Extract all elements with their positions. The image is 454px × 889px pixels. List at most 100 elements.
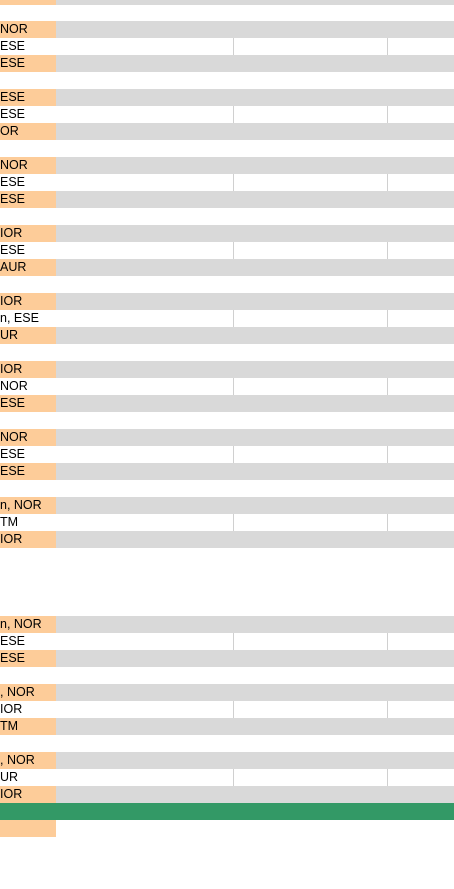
cell-a[interactable]: ESE: [0, 395, 56, 412]
table-row[interactable]: [0, 0, 454, 5]
table-row[interactable]: NOR: [0, 378, 454, 395]
cell-text: AUR: [0, 260, 27, 274]
column-gridline: [387, 378, 388, 395]
table-row[interactable]: n, NOR: [0, 497, 454, 514]
cell-a[interactable]: , NOR: [0, 684, 56, 701]
cell-a[interactable]: ESE: [0, 55, 56, 72]
cell-text: ESE: [0, 396, 26, 410]
cell-a[interactable]: UR: [0, 327, 56, 344]
table-row[interactable]: IOR: [0, 225, 454, 242]
total-row[interactable]: [0, 803, 454, 820]
table-row[interactable]: IOR: [0, 786, 454, 803]
column-gridline: [233, 769, 234, 786]
cell-a[interactable]: AUR: [0, 259, 56, 276]
cell-text: NOR: [0, 430, 28, 444]
cell-text: TM: [0, 719, 19, 733]
table-row[interactable]: ESE: [0, 174, 454, 191]
column-gridline: [233, 633, 234, 650]
table-row[interactable]: IOR: [0, 293, 454, 310]
table-row[interactable]: ESE: [0, 446, 454, 463]
cell-text: ESE: [0, 56, 26, 70]
table-row[interactable]: ESE: [0, 463, 454, 480]
table-row[interactable]: UR: [0, 327, 454, 344]
cell-a[interactable]: IOR: [0, 531, 56, 548]
table-row[interactable]: , NOR: [0, 752, 454, 769]
cell-text: n, ESE: [0, 311, 39, 325]
cell-a[interactable]: ESE: [0, 106, 56, 123]
total-cell[interactable]: [0, 803, 56, 820]
cell-a[interactable]: OR: [0, 123, 56, 140]
column-gridline: [233, 106, 234, 123]
cell-a[interactable]: TM: [0, 718, 56, 735]
cell-a[interactable]: n, NOR: [0, 616, 56, 633]
cell-text: NOR: [0, 22, 28, 36]
cell-a[interactable]: NOR: [0, 429, 56, 446]
cell-a[interactable]: ESE: [0, 633, 56, 650]
cell-text: IOR: [0, 226, 23, 240]
cell-text: ESE: [0, 107, 26, 121]
table-row[interactable]: ESE: [0, 395, 454, 412]
table-row[interactable]: IOR: [0, 361, 454, 378]
cell-a[interactable]: NOR: [0, 378, 56, 395]
table-row[interactable]: n, NOR: [0, 616, 454, 633]
cell-a[interactable]: NOR: [0, 21, 56, 38]
column-gridline: [233, 38, 234, 55]
cell-text: OR: [0, 124, 19, 138]
table-row[interactable]: ESE: [0, 38, 454, 55]
table-row[interactable]: TM: [0, 514, 454, 531]
cell-text: ESE: [0, 243, 26, 257]
table-row[interactable]: n, ESE: [0, 310, 454, 327]
column-gridline: [233, 446, 234, 463]
cell-a[interactable]: ESE: [0, 650, 56, 667]
cell-a[interactable]: ESE: [0, 38, 56, 55]
cell-a[interactable]: , NOR: [0, 752, 56, 769]
cell-a[interactable]: IOR: [0, 786, 56, 803]
cell-a-after-total[interactable]: [0, 820, 56, 837]
cell-text: n, NOR: [0, 498, 42, 512]
table-row[interactable]: ESE: [0, 55, 454, 72]
table-row[interactable]: TM: [0, 718, 454, 735]
table-row[interactable]: ESE: [0, 89, 454, 106]
table-row[interactable]: IOR: [0, 701, 454, 718]
cell-a[interactable]: ESE: [0, 463, 56, 480]
column-gridline: [233, 701, 234, 718]
table-row[interactable]: NOR: [0, 21, 454, 38]
column-gridline: [387, 106, 388, 123]
cell-a[interactable]: UR: [0, 769, 56, 786]
cell-a[interactable]: ESE: [0, 242, 56, 259]
cell-text: ESE: [0, 447, 26, 461]
cell-text: IOR: [0, 294, 23, 308]
cell-text: ESE: [0, 634, 26, 648]
cell-a[interactable]: IOR: [0, 361, 56, 378]
table-row[interactable]: NOR: [0, 157, 454, 174]
cell-a[interactable]: n, ESE: [0, 310, 56, 327]
cell-a[interactable]: ESE: [0, 446, 56, 463]
cell-a[interactable]: ESE: [0, 174, 56, 191]
table-row[interactable]: , NOR: [0, 684, 454, 701]
cell-a[interactable]: IOR: [0, 293, 56, 310]
column-gridline: [233, 174, 234, 191]
table-row[interactable]: ESE: [0, 650, 454, 667]
cell-a[interactable]: n, NOR: [0, 497, 56, 514]
cell-a[interactable]: TM: [0, 514, 56, 531]
cell-a[interactable]: IOR: [0, 225, 56, 242]
cell-a[interactable]: ESE: [0, 191, 56, 208]
column-gridline: [387, 769, 388, 786]
cell-text: ESE: [0, 39, 26, 53]
table-row[interactable]: ESE: [0, 633, 454, 650]
table-row[interactable]: ESE: [0, 191, 454, 208]
cell-a[interactable]: ESE: [0, 89, 56, 106]
table-row[interactable]: OR: [0, 123, 454, 140]
cell-a-partial[interactable]: [0, 0, 56, 5]
table-row[interactable]: AUR: [0, 259, 454, 276]
table-row[interactable]: NOR: [0, 429, 454, 446]
column-gridline: [233, 310, 234, 327]
table-row[interactable]: ESE: [0, 106, 454, 123]
cell-text: NOR: [0, 379, 28, 393]
table-row[interactable]: UR: [0, 769, 454, 786]
table-row[interactable]: [0, 820, 454, 837]
cell-a[interactable]: IOR: [0, 701, 56, 718]
table-row[interactable]: ESE: [0, 242, 454, 259]
cell-a[interactable]: NOR: [0, 157, 56, 174]
table-row[interactable]: IOR: [0, 531, 454, 548]
